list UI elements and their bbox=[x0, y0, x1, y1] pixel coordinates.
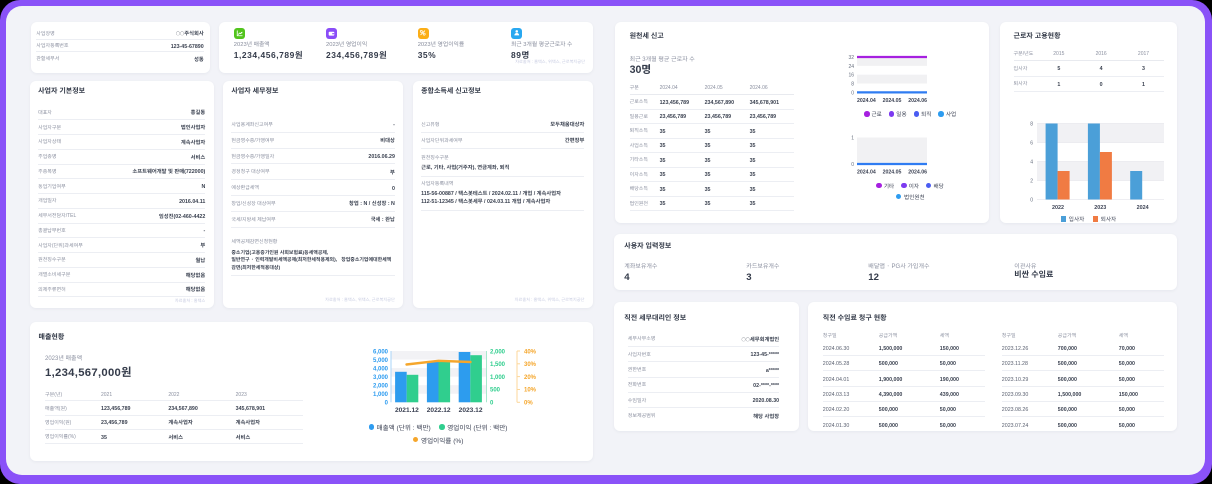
svg-text:0: 0 bbox=[851, 89, 854, 96]
svg-text:2024: 2024 bbox=[1136, 203, 1148, 210]
svg-text:32: 32 bbox=[848, 54, 854, 61]
svg-text:500: 500 bbox=[490, 384, 501, 393]
svg-text:1: 1 bbox=[851, 134, 854, 141]
svg-text:1,000: 1,000 bbox=[490, 371, 506, 380]
svg-text:0: 0 bbox=[385, 397, 389, 406]
svg-text:5,000: 5,000 bbox=[373, 354, 389, 363]
svg-text:2: 2 bbox=[1030, 177, 1033, 184]
svg-text:16: 16 bbox=[848, 71, 854, 78]
svg-text:2,000: 2,000 bbox=[490, 346, 506, 355]
svg-text:40%: 40% bbox=[524, 346, 537, 355]
svg-text:6,000: 6,000 bbox=[373, 346, 389, 355]
svg-text:8: 8 bbox=[1030, 120, 1033, 127]
svg-text:0: 0 bbox=[490, 397, 494, 406]
svg-text:0%: 0% bbox=[524, 397, 533, 406]
svg-text:24: 24 bbox=[848, 62, 854, 69]
svg-text:2022.12: 2022.12 bbox=[427, 404, 451, 414]
svg-text:4,000: 4,000 bbox=[373, 363, 389, 372]
svg-text:2024.04: 2024.04 bbox=[857, 97, 876, 104]
svg-text:0: 0 bbox=[1030, 196, 1033, 203]
svg-text:2024.05: 2024.05 bbox=[882, 168, 901, 175]
svg-text:2024.06: 2024.06 bbox=[908, 97, 927, 104]
svg-text:2023: 2023 bbox=[1094, 203, 1106, 210]
svg-text:2,000: 2,000 bbox=[373, 380, 389, 389]
svg-text:1,000: 1,000 bbox=[373, 389, 389, 398]
svg-text:10%: 10% bbox=[524, 384, 537, 393]
svg-text:2024.04: 2024.04 bbox=[857, 168, 876, 175]
svg-text:2024.06: 2024.06 bbox=[908, 168, 927, 175]
svg-text:20%: 20% bbox=[524, 371, 537, 380]
svg-text:0: 0 bbox=[851, 161, 854, 168]
svg-text:2021.12: 2021.12 bbox=[395, 404, 419, 414]
svg-text:30%: 30% bbox=[524, 359, 537, 368]
svg-text:6: 6 bbox=[1030, 139, 1033, 146]
svg-text:2023.12: 2023.12 bbox=[459, 404, 483, 414]
svg-text:3,000: 3,000 bbox=[373, 371, 389, 380]
svg-text:8: 8 bbox=[851, 80, 854, 87]
svg-text:1,500: 1,500 bbox=[490, 359, 506, 368]
svg-text:4: 4 bbox=[1030, 158, 1033, 165]
svg-text:2022: 2022 bbox=[1052, 203, 1064, 210]
svg-text:2024.05: 2024.05 bbox=[882, 97, 901, 104]
